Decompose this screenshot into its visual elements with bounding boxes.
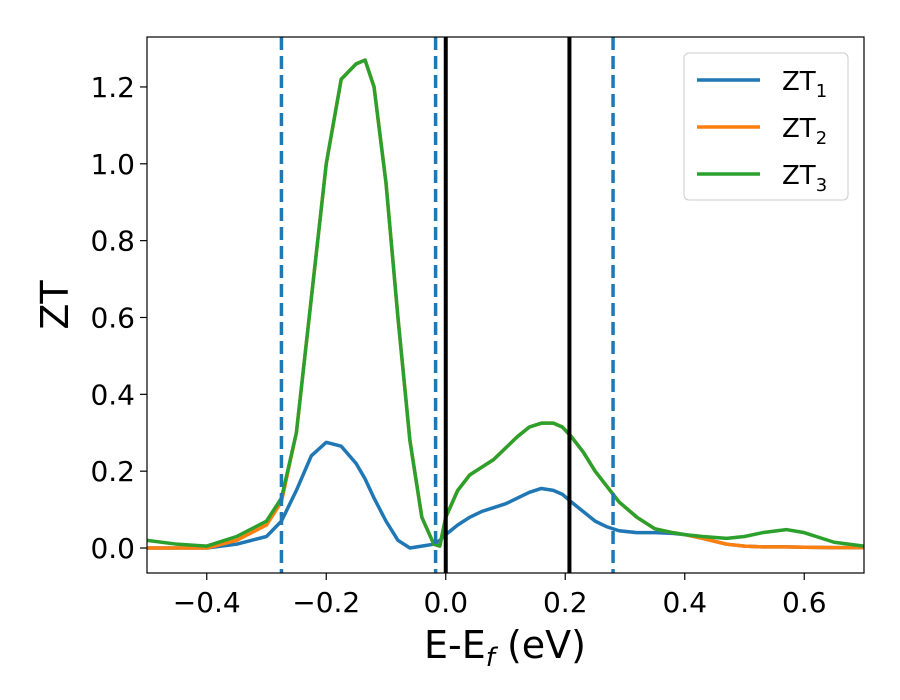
x-tick-label: 0.6 [782,586,827,619]
series-line-3 [147,58,864,548]
x-axis-label: E-Ef (eV) [424,623,586,673]
legend-label-2: ZT2 [782,114,827,149]
y-tick-label: 1.2 [90,71,135,104]
y-axis-label: ZT [33,280,77,330]
y-tick-label: 0.4 [90,378,135,411]
x-tick-label: 0.4 [662,586,707,619]
plot-frame [146,36,865,574]
legend: ZT1 ZT2 ZT3 [683,52,849,201]
y-tick-label: 0.6 [90,301,135,334]
x-tick-label: −0.4 [173,586,241,619]
y-tick-label: 1.0 [90,148,135,181]
x-tick-label: 0.2 [543,586,588,619]
x-tick-label: −0.2 [292,586,360,619]
legend-label-3: ZT3 [782,161,827,196]
y-tick-label: 0.0 [90,532,135,565]
y-tick-label: 0.2 [90,455,135,488]
legend-box [683,52,849,201]
legend-label-1: ZT1 [782,67,827,102]
y-tick-label: 0.8 [90,225,135,258]
x-tick-label: 0.0 [423,586,468,619]
